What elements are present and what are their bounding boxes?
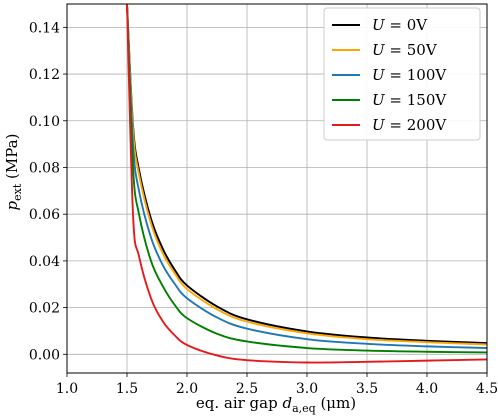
legend-box xyxy=(323,7,481,141)
series-lines xyxy=(126,3,488,364)
x-axis-title-symbol: d xyxy=(282,394,292,412)
x-tick-label: 4.0 xyxy=(416,381,438,397)
x-tick-label: 2.0 xyxy=(176,381,198,397)
legend-label-4: U = 200V xyxy=(372,116,447,134)
y-tick-label: 0.12 xyxy=(29,67,60,83)
y-axis-title-subscript: ext xyxy=(11,183,24,201)
x-axis-title: eq. air gap da,eq (μm) xyxy=(196,394,356,415)
x-tick-label: 4.5 xyxy=(476,381,498,397)
y-tick-label: 0.00 xyxy=(29,347,60,363)
y-axis-title: pext (MPa) xyxy=(3,134,24,211)
x-tick-label: 1.5 xyxy=(116,381,138,397)
legend-label-3: U = 150V xyxy=(372,91,447,109)
y-tick-label: 0.08 xyxy=(29,160,60,176)
x-axis-title-unit: (μm) xyxy=(316,394,356,412)
series-line-2 xyxy=(126,3,488,349)
y-tick-label: 0.02 xyxy=(29,301,60,317)
x-axis-title-prefix: eq. air gap xyxy=(196,394,283,412)
axis-ticks: 1.0 1.5 2.0 2.5 3.0 3.5 4.0 4.5 0.00 0.02 0.04 0.06… xyxy=(29,20,498,397)
y-tick-label: 0.04 xyxy=(29,254,60,270)
series-line-1 xyxy=(126,3,488,346)
y-tick-label: 0.06 xyxy=(29,207,60,223)
x-tick-label: 2.5 xyxy=(236,381,258,397)
legend-label-0: U = 0V xyxy=(372,16,428,34)
legend-label-2: U = 100V xyxy=(372,66,447,84)
x-tick-label: 1.0 xyxy=(56,381,78,397)
series-line-4 xyxy=(126,3,488,364)
legend-label-1: U = 50V xyxy=(372,41,438,59)
y-axis-title-symbol: p xyxy=(3,200,21,210)
plot-frame xyxy=(66,3,488,374)
legend: U = 0V U = 50V U = 100V U = 150V U = 200V xyxy=(323,7,481,141)
x-tick-label: 3.0 xyxy=(296,381,318,397)
y-tick-label: 0.14 xyxy=(29,20,60,36)
x-axis-title-subscript: a,eq xyxy=(292,402,316,415)
series-line-3 xyxy=(126,3,488,354)
x-tick-label: 3.5 xyxy=(356,381,378,397)
y-axis-title-unit: (MPa) xyxy=(3,134,21,184)
y-tick-label: 0.10 xyxy=(29,114,60,130)
